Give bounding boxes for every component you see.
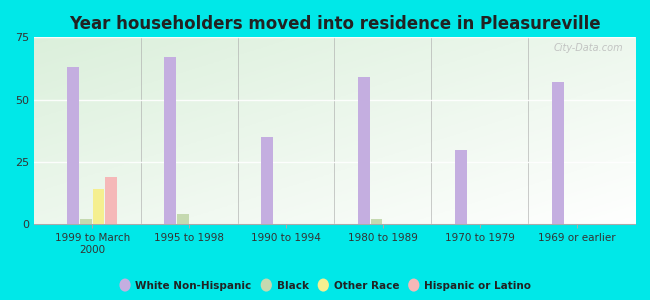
Bar [80,219,92,224]
Bar [358,77,370,224]
Bar [105,177,117,224]
Bar [371,219,382,224]
Bar [261,137,273,224]
Bar [177,214,188,224]
Text: City-Data.com: City-Data.com [553,43,623,53]
Bar [552,82,564,224]
Bar [68,67,79,224]
Bar [93,190,104,224]
Bar [455,150,467,224]
Title: Year householders moved into residence in Pleasureville: Year householders moved into residence i… [69,15,601,33]
Bar [164,57,176,224]
Legend: White Non-Hispanic, Black, Other Race, Hispanic or Latino: White Non-Hispanic, Black, Other Race, H… [114,276,536,295]
